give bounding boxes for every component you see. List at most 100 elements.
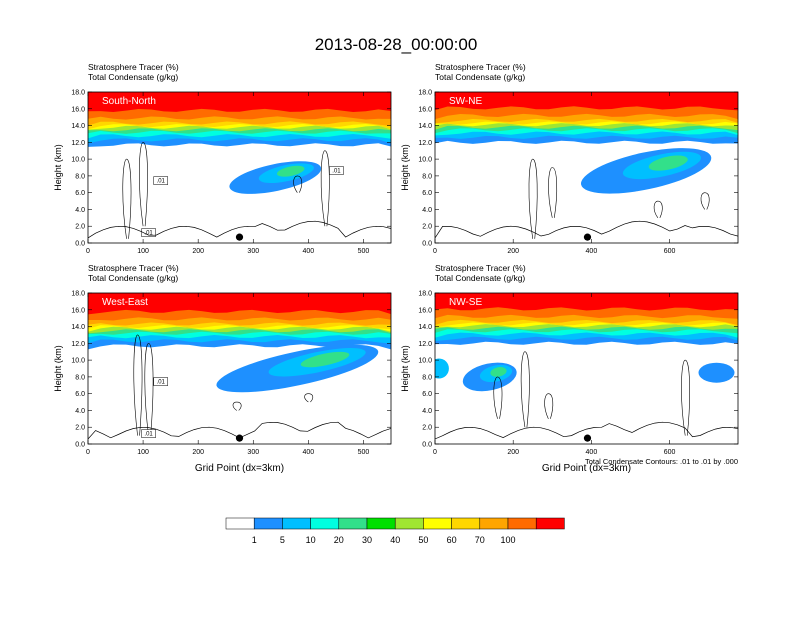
colorbar-label: 70 xyxy=(475,535,485,545)
terrain-line xyxy=(435,220,738,239)
contour-label-box xyxy=(153,176,168,185)
condensate-contour xyxy=(520,351,530,428)
colorbar-swatch xyxy=(366,517,396,530)
condensate-contour xyxy=(653,200,663,219)
x-tick-label: 400 xyxy=(586,248,598,255)
plot-frame xyxy=(434,91,739,244)
y-tick-label: 8.0 xyxy=(75,173,85,180)
x-tick-label: 200 xyxy=(192,248,204,255)
y-tick-label: 10.0 xyxy=(71,157,85,164)
y-tick-label: 2.0 xyxy=(75,425,85,432)
condensate-contour xyxy=(304,393,314,403)
page-title: 2013-08-28_00:00:00 xyxy=(315,35,478,54)
location-marker xyxy=(235,233,244,241)
x-tick-label: 0 xyxy=(433,449,437,456)
colorbar-swatch xyxy=(253,517,283,530)
y-tick-label: 6.0 xyxy=(422,190,432,197)
plot-area: .01 .01 xyxy=(88,293,391,444)
colorbar-swatch xyxy=(479,517,509,530)
tracer-level-100 xyxy=(88,293,391,315)
y-tick-label: 12.0 xyxy=(418,341,432,348)
y-tick-label: 14.0 xyxy=(71,123,85,130)
colorbar-swatch xyxy=(535,517,565,530)
tracer-intrusion-20 xyxy=(300,351,350,368)
plot-frame xyxy=(87,91,392,244)
x-tick-label: 600 xyxy=(664,449,676,456)
y-axis-label: Height (km) xyxy=(400,345,410,392)
plot-area xyxy=(435,293,738,444)
condensate-contour xyxy=(493,376,503,419)
colorbar-swatch xyxy=(225,517,255,530)
colorbar-label: 20 xyxy=(334,535,344,545)
x-tick-label: 200 xyxy=(507,248,519,255)
field-title-condensate: Total Condensate (g/kg) xyxy=(435,72,525,82)
panel-label: SW-NE xyxy=(449,96,482,107)
panel-label: NW-SE xyxy=(449,297,482,308)
colorbar-label: 100 xyxy=(500,535,515,545)
colorbar-label: 40 xyxy=(390,535,400,545)
field-title-condensate: Total Condensate (g/kg) xyxy=(88,72,178,82)
colorbar-swatch xyxy=(310,517,340,530)
contour-label: .01 xyxy=(332,169,341,175)
tracer-intrusion-east xyxy=(698,362,735,383)
y-tick-label: 14.0 xyxy=(71,324,85,331)
condensate-contour xyxy=(144,343,154,436)
condensate-contour xyxy=(122,158,132,239)
colorbar-label: 10 xyxy=(306,535,316,545)
terrain-line xyxy=(435,421,738,440)
contour-label: .01 xyxy=(144,432,153,438)
condensate-contour xyxy=(528,158,538,239)
location-marker xyxy=(583,233,592,241)
y-tick-label: 12.0 xyxy=(71,341,85,348)
y-tick-label: 0.0 xyxy=(75,442,85,449)
plot-frame xyxy=(87,292,392,445)
y-tick-label: 2.0 xyxy=(75,224,85,231)
y-tick-label: 0.0 xyxy=(422,241,432,248)
y-tick-label: 0.0 xyxy=(422,442,432,449)
x-axis-label: Grid Point (dx=3km) xyxy=(195,463,284,474)
y-tick-label: 2.0 xyxy=(422,224,432,231)
field-title-condensate: Total Condensate (g/kg) xyxy=(435,273,525,283)
plot-area xyxy=(435,92,738,243)
y-tick-label: 14.0 xyxy=(418,123,432,130)
x-tick-label: 200 xyxy=(507,449,519,456)
y-tick-label: 16.0 xyxy=(71,106,85,113)
condensate-contour xyxy=(700,192,710,210)
colorbar-swatch xyxy=(507,517,537,530)
y-tick-label: 4.0 xyxy=(75,207,85,214)
y-tick-label: 8.0 xyxy=(422,173,432,180)
tracer-level-100 xyxy=(88,92,391,112)
field-title-tracer: Stratosphere Tracer (%) xyxy=(88,62,179,72)
y-tick-label: 6.0 xyxy=(75,190,85,197)
y-tick-label: 4.0 xyxy=(75,408,85,415)
y-tick-label: 6.0 xyxy=(422,391,432,398)
y-tick-label: 18.0 xyxy=(418,291,432,298)
y-axis-label: Height (km) xyxy=(53,345,63,392)
x-tick-label: 300 xyxy=(247,248,259,255)
plot-frame xyxy=(434,292,739,445)
panel-south-north: Stratosphere Tracer (%)Total Condensate … xyxy=(53,62,392,255)
x-tick-label: 400 xyxy=(586,449,598,456)
plot-area: .01 .01 .01 xyxy=(88,92,391,243)
x-axis-label: Grid Point (dx=3km) xyxy=(542,463,631,474)
panels: Stratosphere Tracer (%)Total Condensate … xyxy=(53,62,739,474)
y-tick-label: 18.0 xyxy=(418,90,432,97)
x-tick-label: 300 xyxy=(247,449,259,456)
y-tick-label: 6.0 xyxy=(75,391,85,398)
tracer-intrusion-20 xyxy=(648,155,688,171)
colorbar-swatch xyxy=(423,517,452,530)
condensate-contour xyxy=(681,359,690,436)
x-tick-label: 600 xyxy=(664,248,676,255)
colorbar-label: 30 xyxy=(362,535,372,545)
colorbar-swatch xyxy=(282,517,311,530)
location-marker xyxy=(235,434,244,442)
y-tick-label: 8.0 xyxy=(422,374,432,381)
y-tick-label: 10.0 xyxy=(418,157,432,164)
condensate-contour xyxy=(133,334,143,436)
x-tick-label: 500 xyxy=(358,248,370,255)
condensate-contour xyxy=(320,150,330,227)
colorbar-swatch xyxy=(338,517,368,530)
x-tick-label: 400 xyxy=(303,248,315,255)
field-title-condensate: Total Condensate (g/kg) xyxy=(88,273,178,283)
